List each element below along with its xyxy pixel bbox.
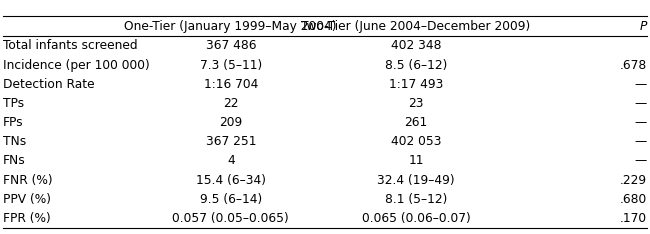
Text: 32.4 (19–49): 32.4 (19–49) (377, 174, 455, 187)
Text: 0.057 (0.05–0.065): 0.057 (0.05–0.065) (172, 212, 289, 225)
Text: TNs: TNs (3, 135, 27, 148)
Text: 22: 22 (223, 97, 239, 110)
Text: One-Tier (January 1999–May 2004): One-Tier (January 1999–May 2004) (125, 20, 337, 33)
Text: TPs: TPs (3, 97, 25, 110)
Text: Detection Rate: Detection Rate (3, 78, 95, 91)
Text: 23: 23 (408, 97, 424, 110)
Text: FNR (%): FNR (%) (3, 174, 53, 187)
Text: .678: .678 (619, 58, 647, 72)
Text: 402 053: 402 053 (391, 135, 441, 148)
Text: .680: .680 (619, 193, 647, 206)
Text: 9.5 (6–14): 9.5 (6–14) (200, 193, 262, 206)
Text: 7.3 (5–11): 7.3 (5–11) (200, 58, 262, 72)
Text: 15.4 (6–34): 15.4 (6–34) (196, 174, 266, 187)
Text: —: — (634, 97, 647, 110)
Text: —: — (634, 116, 647, 129)
Text: FPs: FPs (3, 116, 24, 129)
Text: PPV (%): PPV (%) (3, 193, 51, 206)
Text: 4: 4 (227, 154, 235, 168)
Text: 8.5 (6–12): 8.5 (6–12) (385, 58, 447, 72)
Text: —: — (634, 154, 647, 168)
Text: 367 251: 367 251 (205, 135, 256, 148)
Text: Incidence (per 100 000): Incidence (per 100 000) (3, 58, 150, 72)
Text: P: P (640, 20, 647, 33)
Text: —: — (634, 78, 647, 91)
Text: 402 348: 402 348 (391, 39, 441, 52)
Text: 209: 209 (219, 116, 242, 129)
Text: —: — (634, 135, 647, 148)
Text: 261: 261 (404, 116, 428, 129)
Text: 11: 11 (408, 154, 424, 168)
Text: Total infants screened: Total infants screened (3, 39, 138, 52)
Text: 8.1 (5–12): 8.1 (5–12) (385, 193, 447, 206)
Text: .229: .229 (619, 174, 647, 187)
Text: 0.065 (0.06–0.07): 0.065 (0.06–0.07) (361, 212, 471, 225)
Text: .170: .170 (619, 212, 647, 225)
Text: FNs: FNs (3, 154, 26, 168)
Text: 1:17 493: 1:17 493 (389, 78, 443, 91)
Text: 1:16 704: 1:16 704 (203, 78, 258, 91)
Text: Two-Tier (June 2004–December 2009): Two-Tier (June 2004–December 2009) (302, 20, 530, 33)
Text: FPR (%): FPR (%) (3, 212, 51, 225)
Text: 367 486: 367 486 (205, 39, 256, 52)
